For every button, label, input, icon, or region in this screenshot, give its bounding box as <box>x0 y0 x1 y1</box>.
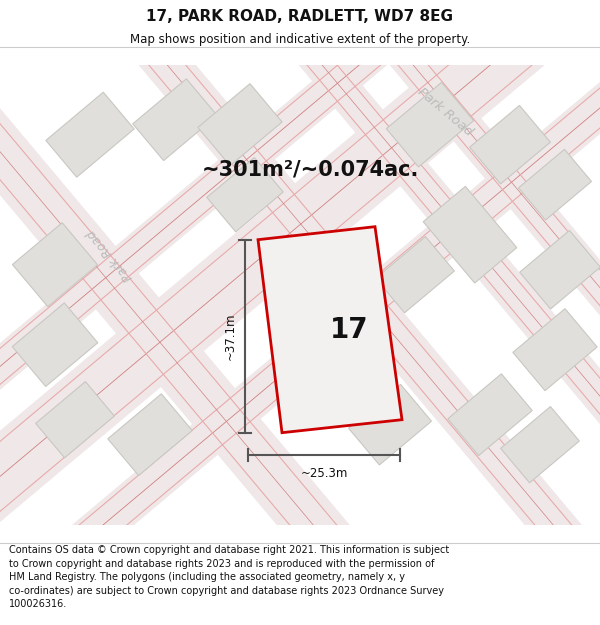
Polygon shape <box>349 384 431 465</box>
Polygon shape <box>12 303 98 386</box>
Polygon shape <box>177 0 600 501</box>
Polygon shape <box>423 186 517 283</box>
Polygon shape <box>518 149 592 220</box>
Polygon shape <box>520 231 600 309</box>
Polygon shape <box>0 55 600 625</box>
Polygon shape <box>0 0 600 418</box>
Polygon shape <box>293 249 367 320</box>
Text: 17, PARK ROAD, RADLETT, WD7 8EG: 17, PARK ROAD, RADLETT, WD7 8EG <box>146 9 454 24</box>
Text: ~37.1m: ~37.1m <box>224 312 237 360</box>
Polygon shape <box>258 227 402 432</box>
Text: ~25.3m: ~25.3m <box>301 467 347 480</box>
Text: ~301m²/~0.074ac.: ~301m²/~0.074ac. <box>202 159 419 180</box>
Text: Park Road: Park Road <box>85 226 136 283</box>
Polygon shape <box>54 0 600 625</box>
Polygon shape <box>46 92 134 177</box>
Polygon shape <box>207 158 283 232</box>
Polygon shape <box>198 84 282 166</box>
Polygon shape <box>513 309 597 391</box>
Polygon shape <box>13 222 98 307</box>
Text: 17: 17 <box>330 316 368 344</box>
Polygon shape <box>237 0 600 625</box>
Polygon shape <box>470 106 550 184</box>
Polygon shape <box>500 406 580 483</box>
Polygon shape <box>448 374 532 456</box>
Polygon shape <box>0 0 431 625</box>
Polygon shape <box>0 0 600 541</box>
Text: Map shows position and indicative extent of the property.: Map shows position and indicative extent… <box>130 32 470 46</box>
Text: Park Road: Park Road <box>415 85 475 138</box>
Text: Contains OS data © Crown copyright and database right 2021. This information is : Contains OS data © Crown copyright and d… <box>9 545 449 609</box>
Polygon shape <box>386 82 473 167</box>
Polygon shape <box>35 381 115 458</box>
Polygon shape <box>133 79 217 161</box>
Polygon shape <box>376 236 454 313</box>
Polygon shape <box>108 394 192 476</box>
